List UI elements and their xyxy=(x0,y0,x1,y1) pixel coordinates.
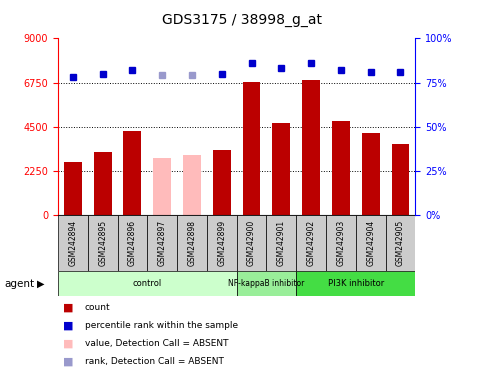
Text: rank, Detection Call = ABSENT: rank, Detection Call = ABSENT xyxy=(85,357,224,366)
Text: PI3K inhibitor: PI3K inhibitor xyxy=(327,279,384,288)
Text: ■: ■ xyxy=(63,320,73,330)
Bar xyxy=(213,150,231,215)
Text: GSM242901: GSM242901 xyxy=(277,220,286,266)
Bar xyxy=(58,271,237,296)
Bar xyxy=(94,152,112,215)
Bar xyxy=(385,215,415,271)
Bar xyxy=(326,215,356,271)
Text: percentile rank within the sample: percentile rank within the sample xyxy=(85,321,238,330)
Bar xyxy=(267,215,296,271)
Text: GSM242904: GSM242904 xyxy=(366,220,375,266)
Bar xyxy=(153,158,171,215)
Text: control: control xyxy=(133,279,162,288)
Bar xyxy=(88,215,117,271)
Text: ■: ■ xyxy=(63,338,73,348)
Bar xyxy=(124,131,142,215)
Bar xyxy=(237,215,267,271)
Text: GSM242894: GSM242894 xyxy=(69,220,77,266)
Text: GDS3175 / 38998_g_at: GDS3175 / 38998_g_at xyxy=(161,13,322,27)
Text: GSM242896: GSM242896 xyxy=(128,220,137,266)
Text: GSM242899: GSM242899 xyxy=(217,220,226,266)
Bar xyxy=(296,215,326,271)
Bar xyxy=(64,162,82,215)
Bar xyxy=(392,144,410,215)
Text: ■: ■ xyxy=(63,302,73,312)
Text: ■: ■ xyxy=(63,356,73,366)
Bar xyxy=(272,123,290,215)
Bar xyxy=(58,215,88,271)
Text: GSM242900: GSM242900 xyxy=(247,220,256,266)
Text: GSM242903: GSM242903 xyxy=(337,220,345,266)
Text: NF-kappaB inhibitor: NF-kappaB inhibitor xyxy=(228,279,305,288)
Text: ▶: ▶ xyxy=(37,278,45,289)
Text: count: count xyxy=(85,303,110,312)
Text: GSM242895: GSM242895 xyxy=(98,220,107,266)
Bar xyxy=(147,215,177,271)
Text: GSM242905: GSM242905 xyxy=(396,220,405,266)
Bar xyxy=(296,271,415,296)
Text: GSM242902: GSM242902 xyxy=(307,220,315,266)
Bar xyxy=(207,215,237,271)
Bar xyxy=(356,215,385,271)
Bar xyxy=(237,271,296,296)
Text: value, Detection Call = ABSENT: value, Detection Call = ABSENT xyxy=(85,339,228,348)
Bar xyxy=(117,215,147,271)
Text: agent: agent xyxy=(5,278,35,289)
Bar xyxy=(332,121,350,215)
Bar xyxy=(302,79,320,215)
Bar xyxy=(242,81,260,215)
Bar xyxy=(362,132,380,215)
Bar xyxy=(183,155,201,215)
Bar xyxy=(177,215,207,271)
Text: GSM242898: GSM242898 xyxy=(187,220,197,266)
Text: GSM242897: GSM242897 xyxy=(158,220,167,266)
